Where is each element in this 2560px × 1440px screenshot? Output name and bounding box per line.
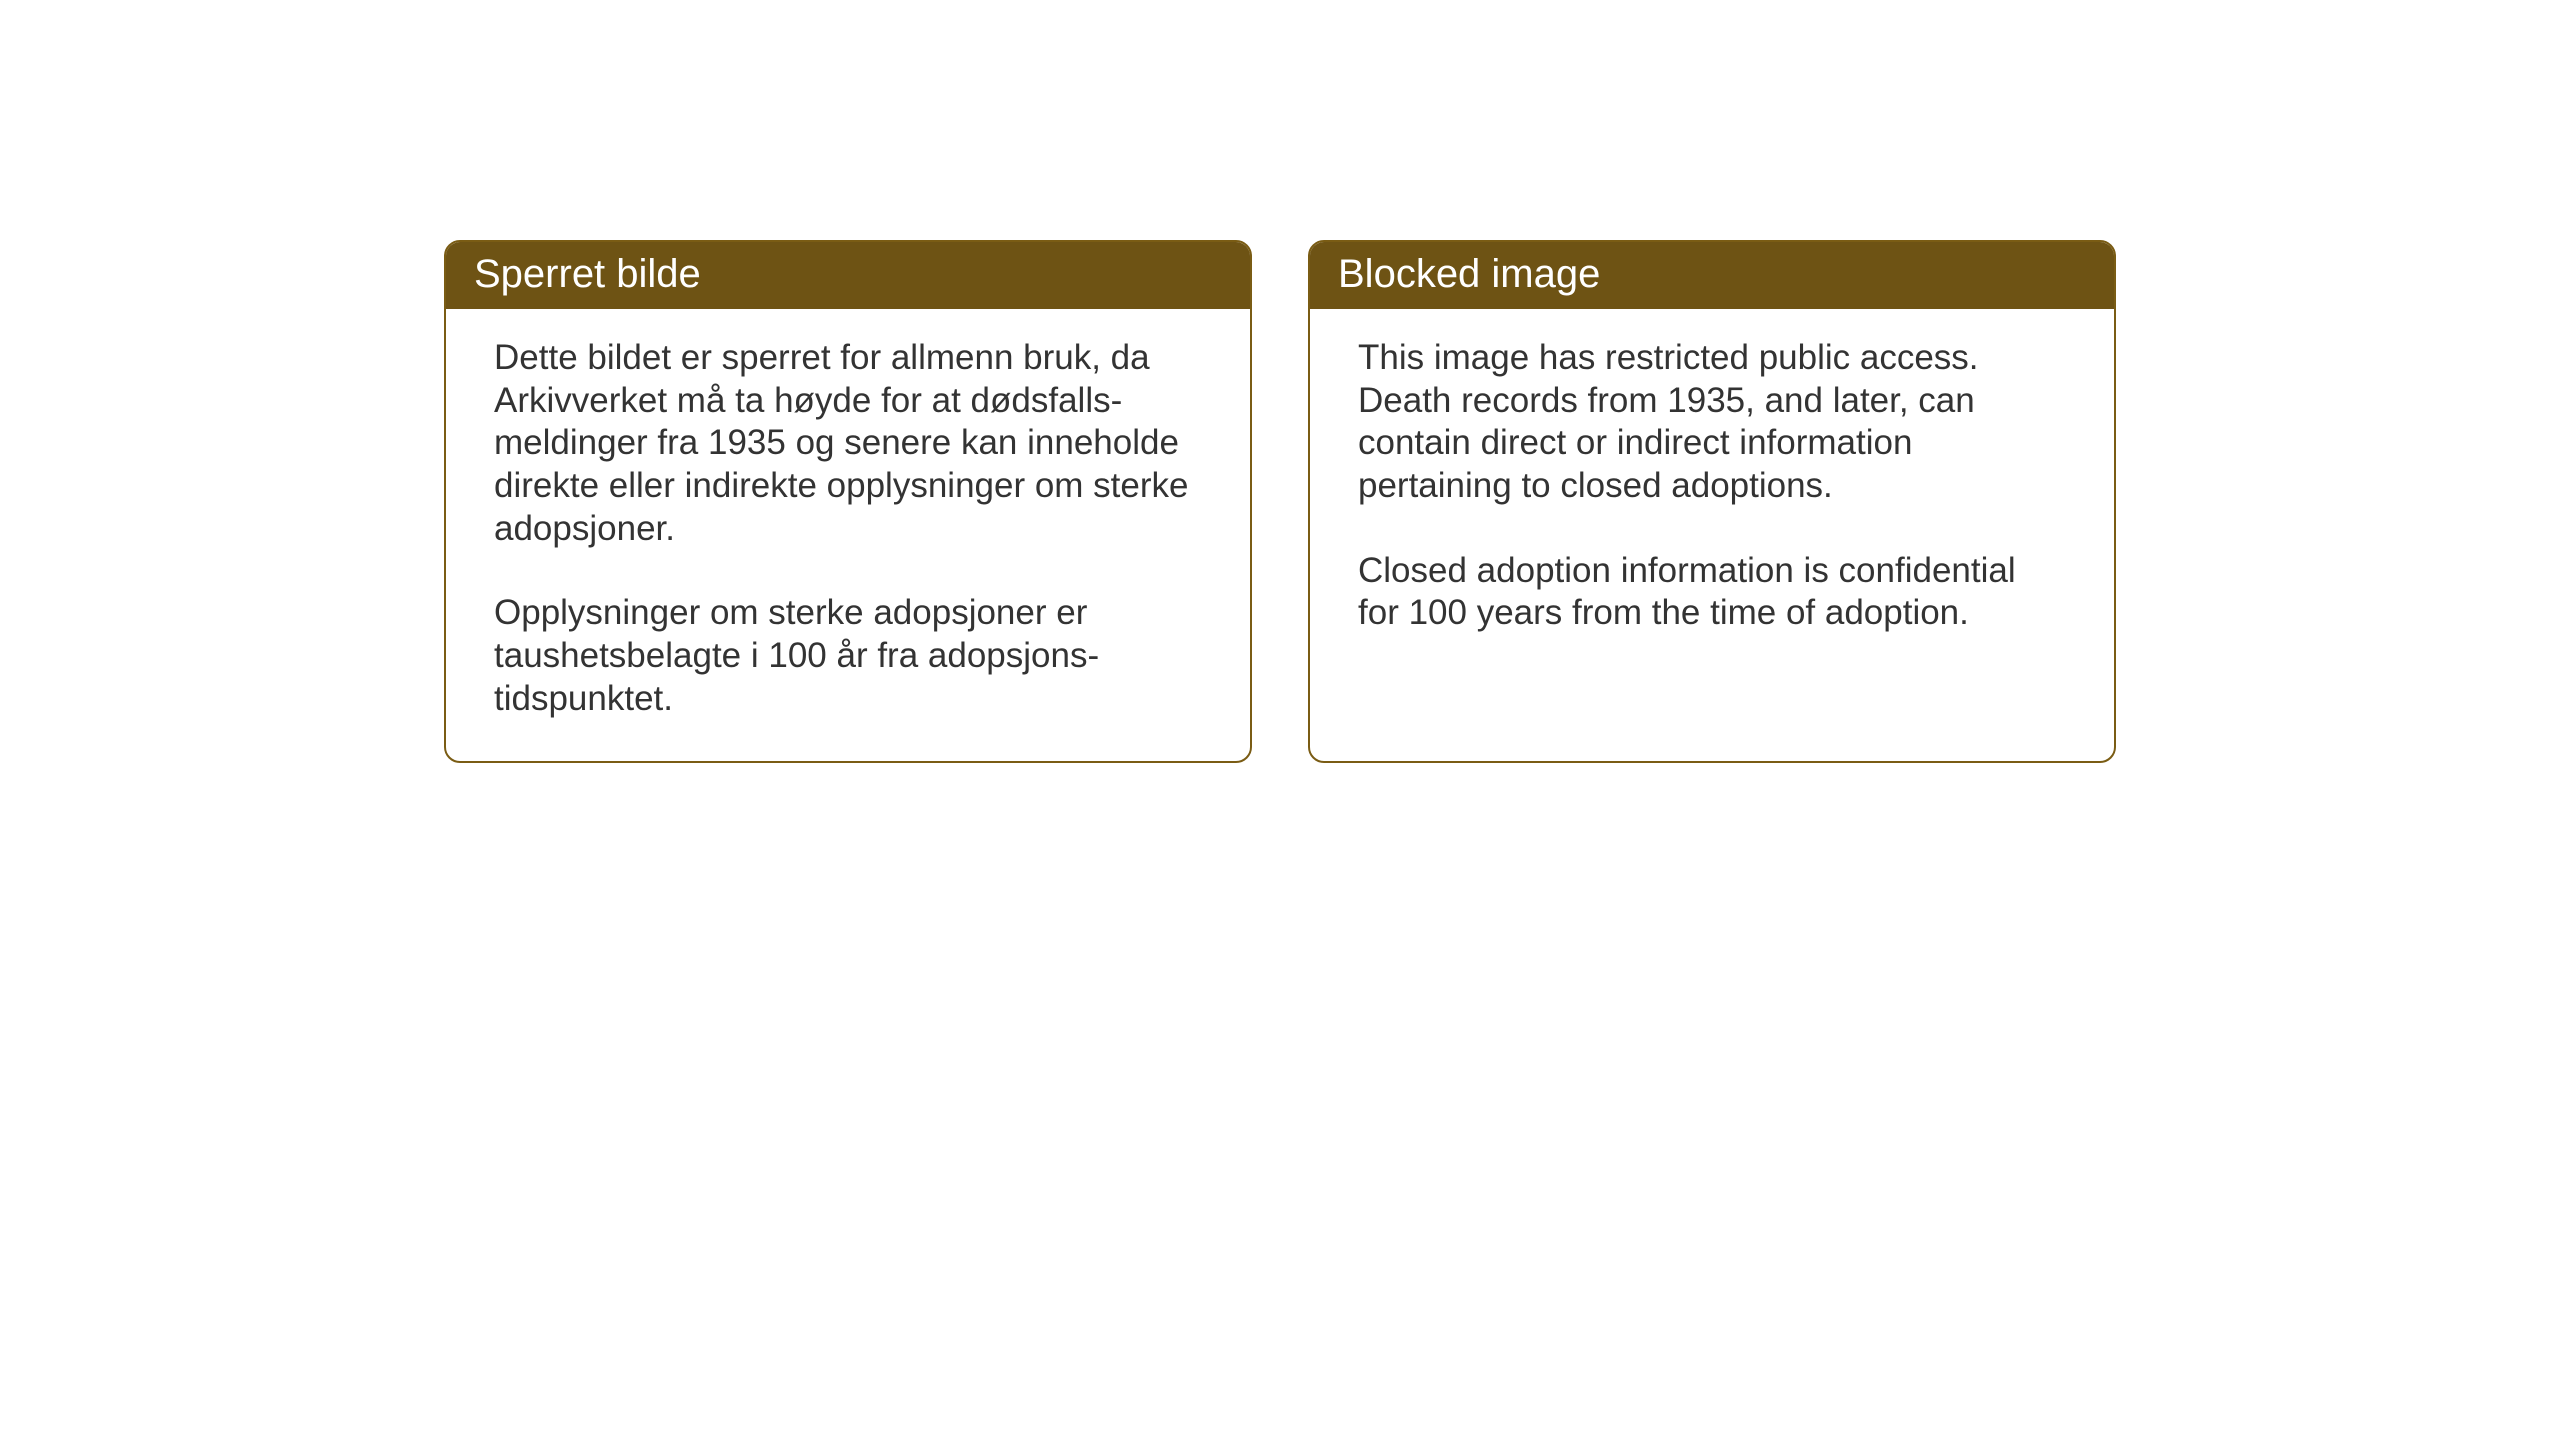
- card-body-english: This image has restricted public access.…: [1310, 309, 2114, 675]
- card-body-norwegian: Dette bildet er sperret for allmenn bruk…: [446, 309, 1250, 761]
- card-header-english: Blocked image: [1310, 242, 2114, 309]
- card-paragraph-2-english: Closed adoption information is confident…: [1358, 550, 2066, 635]
- card-norwegian: Sperret bilde Dette bildet er sperret fo…: [444, 240, 1252, 763]
- card-header-norwegian: Sperret bilde: [446, 242, 1250, 309]
- card-paragraph-1-norwegian: Dette bildet er sperret for allmenn bruk…: [494, 337, 1202, 550]
- card-title-english: Blocked image: [1338, 252, 1600, 296]
- card-title-norwegian: Sperret bilde: [474, 252, 701, 296]
- card-paragraph-1-english: This image has restricted public access.…: [1358, 337, 2066, 508]
- notice-container: Sperret bilde Dette bildet er sperret fo…: [444, 240, 2116, 763]
- card-english: Blocked image This image has restricted …: [1308, 240, 2116, 763]
- card-paragraph-2-norwegian: Opplysninger om sterke adopsjoner er tau…: [494, 592, 1202, 720]
